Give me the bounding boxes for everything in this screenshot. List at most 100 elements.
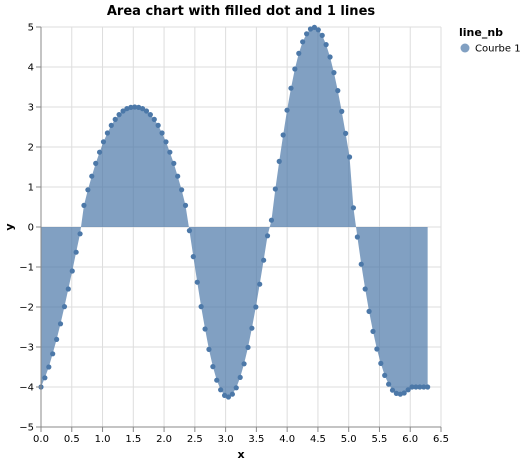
data-point — [386, 381, 392, 387]
data-point — [50, 351, 56, 357]
data-point — [155, 122, 161, 128]
axes: 0.0 0.5 1.0 1.5 2.0 2.5 3.0 3.5 4.0 4.5 5.0 5.5 6.0 6… — [19, 23, 449, 446]
data-point — [65, 286, 71, 292]
data-point — [198, 304, 204, 310]
y-tick-label: −4 — [19, 383, 34, 394]
data-point — [100, 139, 107, 145]
y-tick-label: −5 — [19, 423, 34, 434]
y-tick-label: 1 — [28, 183, 34, 194]
data-point — [139, 106, 146, 112]
legend: line_nb Courbe 1 — [459, 26, 521, 55]
x-tick-label: 6.0 — [402, 434, 418, 445]
data-point — [272, 186, 278, 192]
data-point — [108, 122, 114, 128]
data-point — [124, 106, 130, 112]
data-point — [194, 279, 200, 285]
y-tick-label: 0 — [28, 223, 34, 234]
data-point — [241, 361, 247, 367]
data-point — [280, 132, 286, 138]
data-point — [264, 233, 271, 239]
data-point — [151, 116, 157, 122]
x-tick-label: 3.0 — [218, 434, 234, 445]
y-tick-label: 3 — [28, 103, 34, 114]
data-point — [159, 130, 165, 136]
data-point — [335, 88, 341, 94]
data-point — [315, 27, 321, 33]
data-point — [296, 50, 302, 57]
data-point — [350, 205, 357, 211]
x-tick-label: 2.0 — [156, 434, 172, 445]
data-point — [112, 116, 118, 122]
data-point — [143, 108, 150, 114]
data-point — [249, 325, 255, 331]
data-point — [179, 187, 185, 193]
data-point — [54, 336, 60, 342]
data-point — [190, 254, 196, 260]
y-axis-label: y — [3, 223, 16, 230]
data-point — [132, 104, 138, 110]
data-point — [69, 268, 75, 274]
data-point — [89, 173, 95, 179]
x-tick-label: 4.0 — [279, 434, 295, 445]
data-point — [304, 31, 310, 37]
data-point — [401, 390, 407, 396]
data-point — [311, 24, 318, 30]
data-point — [389, 387, 396, 393]
x-tick-label: 2.5 — [187, 434, 203, 445]
points-layer — [38, 24, 431, 400]
data-point — [382, 372, 388, 378]
legend-items: Courbe 1 — [460, 43, 521, 55]
data-point — [257, 281, 263, 287]
data-point — [354, 234, 360, 240]
data-point — [128, 104, 134, 110]
data-point — [237, 374, 243, 380]
data-point — [57, 321, 64, 327]
data-point — [393, 390, 399, 396]
data-point — [409, 384, 415, 390]
legend-title: line_nb — [459, 26, 503, 39]
data-point — [42, 375, 48, 381]
data-point — [120, 108, 126, 114]
data-point — [233, 385, 239, 391]
data-point — [374, 346, 380, 352]
y-tick-label: −3 — [19, 343, 34, 354]
data-point — [218, 387, 224, 393]
data-point — [61, 304, 68, 310]
data-point — [253, 304, 259, 310]
data-point — [186, 228, 193, 234]
data-point — [81, 202, 87, 208]
data-point — [421, 384, 427, 390]
data-point — [358, 261, 364, 267]
x-tick-label: 0.0 — [33, 434, 49, 445]
y-tick-label: 2 — [28, 143, 34, 154]
x-tick-label: 1.5 — [125, 434, 141, 445]
data-point — [268, 217, 275, 223]
data-point — [425, 384, 431, 390]
data-point — [319, 32, 325, 39]
data-point — [147, 112, 153, 118]
chart-title: Area chart with filled dot and 1 lines — [107, 4, 376, 19]
data-point — [77, 231, 83, 237]
data-point — [163, 139, 169, 145]
data-point — [323, 42, 329, 48]
data-point — [300, 39, 306, 45]
data-point — [85, 187, 91, 193]
area-fill — [41, 27, 428, 398]
data-point — [225, 394, 232, 400]
data-point — [202, 326, 208, 332]
data-point — [167, 149, 173, 155]
data-point — [116, 112, 122, 118]
data-point — [46, 364, 52, 370]
data-point — [73, 249, 79, 255]
data-point — [171, 160, 177, 166]
x-tick-label: 4.5 — [310, 434, 326, 445]
data-point — [292, 66, 298, 72]
data-point — [93, 160, 99, 166]
data-point — [261, 257, 267, 263]
y-tick-label: 5 — [28, 23, 34, 34]
x-tick-label: 1.0 — [95, 434, 111, 445]
data-point — [362, 286, 368, 292]
data-point — [245, 344, 251, 350]
data-point — [182, 202, 189, 208]
